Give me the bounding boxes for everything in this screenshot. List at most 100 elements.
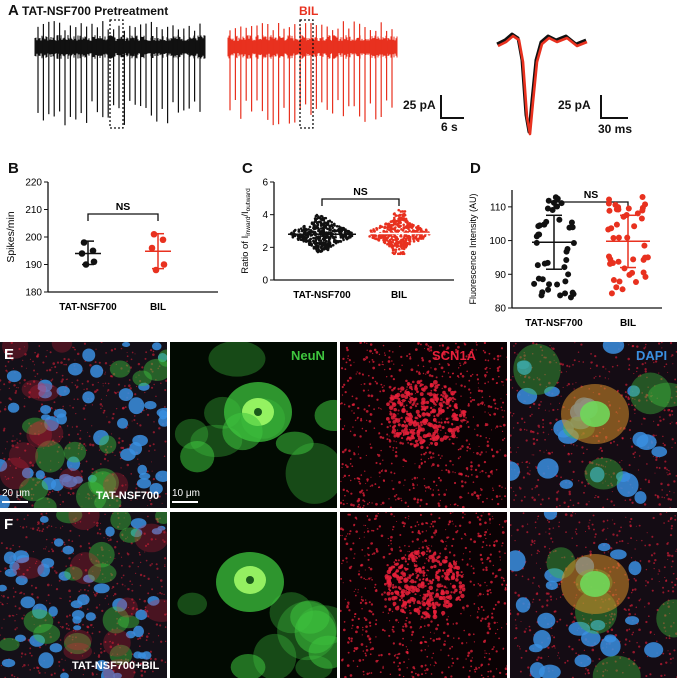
signal-dot bbox=[362, 670, 365, 673]
signal-dot bbox=[646, 532, 648, 534]
data-point bbox=[328, 241, 331, 245]
signal-dot bbox=[115, 407, 118, 410]
signal-dot bbox=[669, 507, 671, 508]
signal-dot bbox=[59, 527, 62, 529]
signal-dot bbox=[149, 564, 152, 567]
cell-blob bbox=[544, 386, 560, 397]
signal-dot bbox=[358, 480, 360, 483]
data-point bbox=[569, 289, 576, 296]
signal-dot bbox=[130, 499, 132, 501]
signal-dot bbox=[460, 480, 464, 483]
signal-dot bbox=[159, 591, 162, 594]
signal-dot bbox=[480, 619, 483, 622]
signal-dot bbox=[374, 483, 377, 486]
signal-dot bbox=[50, 407, 53, 410]
signal-dot bbox=[497, 628, 499, 631]
signal-dot bbox=[541, 349, 544, 352]
signal-dot bbox=[604, 614, 607, 617]
data-point bbox=[322, 222, 326, 225]
signal-dot bbox=[491, 612, 494, 615]
scn1a-puncta bbox=[393, 434, 397, 438]
signal-dot bbox=[409, 356, 412, 358]
data-point bbox=[389, 240, 393, 243]
signal-dot bbox=[602, 365, 605, 369]
signal-dot bbox=[100, 407, 102, 410]
signal-dot bbox=[18, 457, 21, 459]
scn1a-puncta bbox=[445, 398, 450, 402]
signal-dot bbox=[496, 621, 498, 624]
signal-dot bbox=[429, 637, 432, 640]
signal-dot bbox=[349, 479, 352, 482]
signal-dot bbox=[120, 659, 123, 661]
signal-dot bbox=[89, 443, 92, 446]
signal-dot bbox=[428, 350, 431, 352]
signal-dot bbox=[460, 372, 462, 374]
signal-dot bbox=[156, 567, 159, 570]
signal-dot bbox=[95, 490, 98, 493]
scn1a-puncta bbox=[450, 565, 454, 569]
signal-dot bbox=[461, 496, 463, 498]
signal-dot bbox=[473, 399, 476, 402]
signal-dot bbox=[370, 476, 372, 478]
signal-dot bbox=[22, 359, 24, 361]
cell-blob bbox=[0, 459, 8, 472]
data-point bbox=[306, 231, 310, 234]
signal-dot bbox=[130, 612, 133, 615]
signal-dot bbox=[430, 513, 433, 516]
signal-dot bbox=[407, 518, 409, 520]
signal-dot bbox=[483, 533, 486, 537]
signal-dot bbox=[63, 357, 66, 361]
signal-dot bbox=[445, 545, 448, 547]
scn1a-puncta bbox=[400, 437, 404, 440]
signal-dot bbox=[95, 348, 97, 350]
signal-dot bbox=[637, 469, 640, 471]
signal-dot bbox=[388, 609, 391, 612]
scn1a-puncta bbox=[407, 383, 410, 386]
signal-dot bbox=[160, 382, 162, 384]
y-tick-label: 90 bbox=[495, 270, 507, 281]
signal-dot bbox=[548, 360, 552, 364]
signal-dot bbox=[48, 550, 50, 553]
signal-dot bbox=[469, 447, 472, 450]
data-point bbox=[421, 237, 425, 240]
signal-dot bbox=[491, 498, 494, 501]
signal-dot bbox=[429, 345, 433, 349]
signal-dot bbox=[65, 565, 67, 567]
signal-dot bbox=[423, 452, 426, 456]
signal-dot bbox=[351, 465, 354, 468]
signal-dot bbox=[163, 593, 165, 596]
signal-dot bbox=[610, 482, 612, 485]
signal-dot bbox=[147, 592, 150, 595]
signal-dot bbox=[672, 601, 674, 604]
signal-dot bbox=[348, 609, 351, 612]
data-point bbox=[392, 248, 396, 252]
signal-dot bbox=[532, 430, 535, 434]
signal-dot bbox=[358, 659, 362, 662]
signal-dot bbox=[559, 369, 561, 372]
signal-dot bbox=[81, 382, 84, 385]
signal-dot bbox=[471, 657, 473, 659]
signal-dot bbox=[521, 461, 523, 463]
signal-dot bbox=[515, 636, 518, 639]
signal-dot bbox=[367, 527, 369, 529]
cell-blob bbox=[132, 370, 152, 387]
signal-dot bbox=[428, 444, 430, 446]
signal-dot bbox=[0, 634, 1, 636]
signal-dot bbox=[547, 646, 550, 649]
signal-dot bbox=[95, 606, 98, 609]
signal-dot bbox=[672, 622, 675, 624]
scn1a-puncta bbox=[437, 560, 441, 564]
signal-dot bbox=[365, 645, 368, 648]
signal-dot bbox=[523, 354, 526, 357]
scn1a-puncta bbox=[398, 575, 403, 580]
signal-dot bbox=[100, 546, 103, 549]
signal-dot bbox=[380, 593, 384, 596]
signal-dot bbox=[419, 625, 423, 629]
signal-dot bbox=[369, 648, 372, 651]
signal-dot bbox=[552, 347, 555, 351]
signal-dot bbox=[589, 550, 592, 553]
data-point bbox=[613, 284, 620, 291]
signal-dot bbox=[439, 479, 442, 482]
signal-dot bbox=[152, 478, 155, 481]
scn1a-puncta bbox=[429, 580, 434, 585]
